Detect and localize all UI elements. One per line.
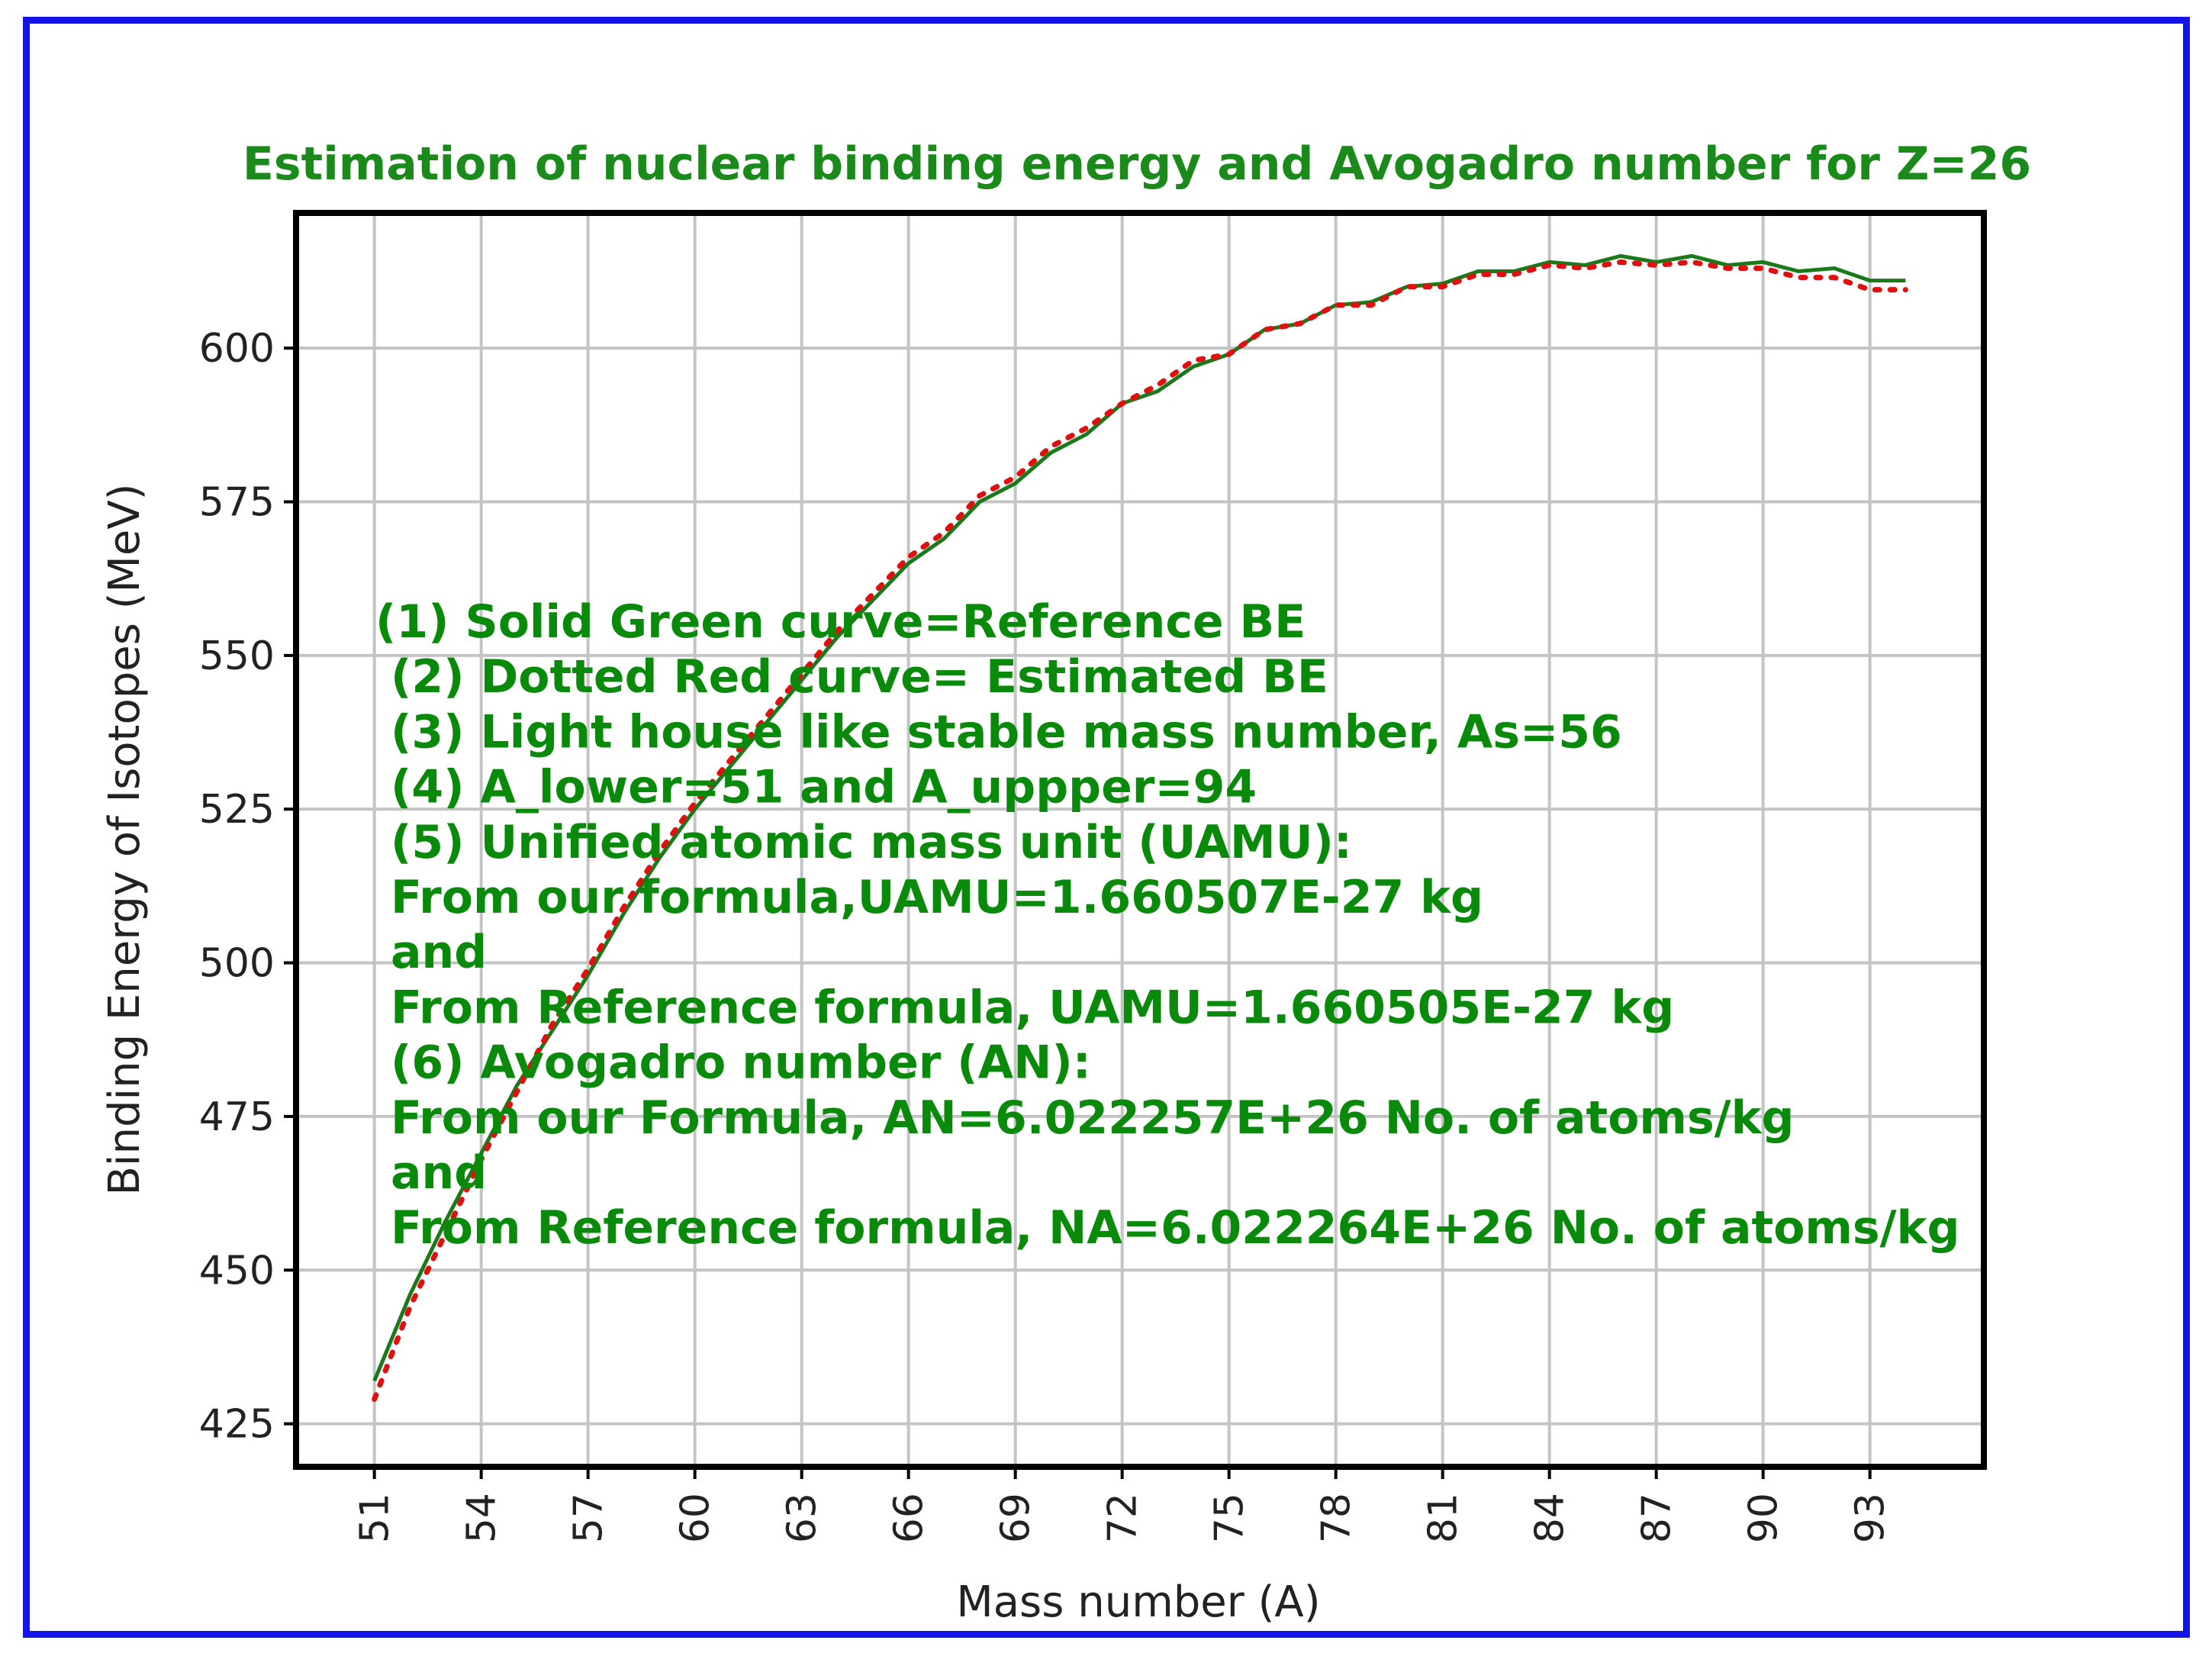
annotation-line: (5) Unified atomic mass unit (UAMU):: [391, 816, 1352, 869]
y-tick-label: 525: [199, 787, 275, 833]
y-tick-label: 475: [199, 1094, 275, 1140]
reference-be-line: [372, 253, 1906, 1382]
x-tick-label: 72: [1100, 1493, 1146, 1543]
y-tick-label: 500: [199, 941, 275, 987]
plot-frame: [293, 210, 1987, 1470]
x-axis-label: Mass number (A): [956, 1577, 1320, 1627]
annotation-line: and: [391, 926, 487, 979]
x-tick-label: 63: [780, 1493, 826, 1543]
annotation-line: From Reference formula, NA=6.022264E+26 …: [391, 1201, 1959, 1255]
x-tick-label: 69: [993, 1493, 1039, 1543]
annotation-line: (3) Light house like stable mass number,…: [391, 705, 1622, 759]
x-tick-label: 90: [1741, 1493, 1787, 1543]
annotation-line: and: [391, 1146, 487, 1200]
x-tick-label: 93: [1848, 1493, 1894, 1543]
x-tick-label: 75: [1207, 1493, 1253, 1543]
x-tick-label: 81: [1421, 1493, 1467, 1543]
annotation-line: From our Formula, AN=6.022257E+26 No. of…: [391, 1091, 1794, 1145]
annotation-line: (1) Solid Green curve=Reference BE: [375, 595, 1306, 649]
x-ticks: 51 54 57 60 63 66 69 72 75 78 81 84 87 90 93: [353, 1467, 1894, 1543]
x-tick-label: 87: [1634, 1493, 1680, 1543]
x-tick-label: 54: [459, 1493, 505, 1543]
y-tick-label: 550: [199, 633, 275, 679]
annotation-line: (6) Avogadro number (AN):: [391, 1036, 1091, 1090]
annotation-line: From Reference formula, UAMU=1.660505E-2…: [391, 981, 1674, 1034]
chart-title: Estimation of nuclear binding energy and…: [243, 137, 2031, 191]
y-tick-label: 600: [199, 326, 275, 372]
y-tick-label: 575: [199, 480, 275, 526]
estimated-be-line: [372, 259, 1908, 1402]
series-group: [372, 253, 1908, 1402]
x-tick-label: 66: [887, 1493, 932, 1543]
y-ticks: 425 450 475 500 525 550 575 600: [199, 326, 296, 1448]
x-tick-label: 51: [353, 1493, 398, 1543]
annotation-line: (2) Dotted Red curve= Estimated BE: [391, 650, 1328, 704]
annotation-line: From our formula,UAMU=1.660507E-27 kg: [391, 871, 1483, 924]
x-tick-label: 84: [1528, 1493, 1573, 1543]
grid: [296, 213, 1984, 1467]
y-axis-label: Binding Energy of Isotopes (MeV): [100, 484, 150, 1196]
y-tick-label: 450: [199, 1248, 275, 1294]
annotation-box: (1) Solid Green curve=Reference BE(2) Do…: [375, 595, 1959, 1255]
y-tick-label: 425: [199, 1402, 275, 1448]
x-tick-label: 57: [566, 1493, 612, 1543]
annotation-line: (4) A_lower=51 and A_uppper=94: [391, 761, 1257, 814]
x-tick-label: 60: [673, 1493, 719, 1543]
x-tick-label: 78: [1314, 1493, 1360, 1543]
